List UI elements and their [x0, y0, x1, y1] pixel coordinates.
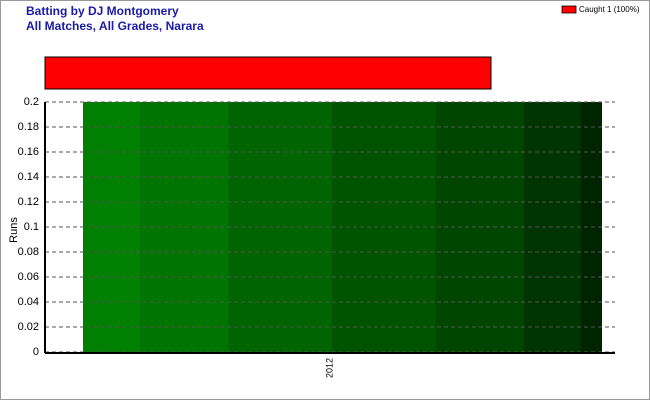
y-tick-label: 0	[33, 346, 39, 358]
y-tick-label: 0.14	[18, 171, 39, 183]
legend-swatch	[561, 5, 577, 14]
chart-title: Batting by DJ Montgomery	[26, 4, 179, 18]
y-tick-label: 0.12	[18, 196, 39, 208]
y-axis-label: Runs	[8, 217, 20, 243]
y-tick-label: 0.18	[18, 121, 39, 133]
y-tick-label: 0.06	[18, 271, 39, 283]
y-tick-label: 0.08	[18, 246, 39, 258]
y-tick-label: 0.1	[24, 221, 39, 233]
x-tick-label: 2012	[324, 358, 334, 378]
dismissal-bar	[44, 56, 492, 90]
y-tick-label: 0.04	[18, 296, 39, 308]
y-tick-label: 0.02	[18, 321, 39, 333]
y-tick-label: 0.16	[18, 146, 39, 158]
legend-label: Caught 1 (100%)	[579, 5, 640, 14]
chart-subtitle: All Matches, All Grades, Narara	[26, 19, 204, 33]
y-tick-label: 0.2	[24, 96, 39, 108]
